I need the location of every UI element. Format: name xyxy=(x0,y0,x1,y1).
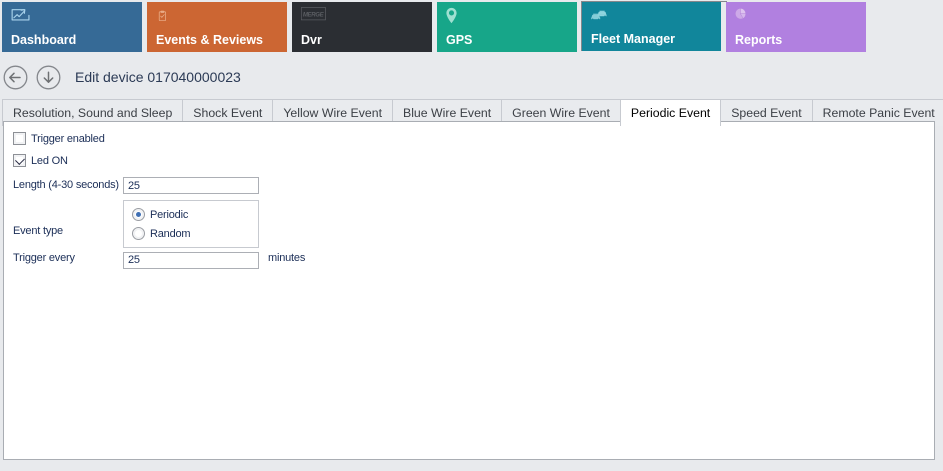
svg-text:MERGE: MERGE xyxy=(303,13,325,19)
